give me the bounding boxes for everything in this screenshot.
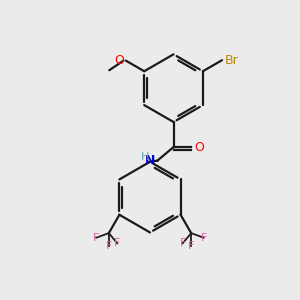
- Text: F: F: [188, 242, 194, 251]
- Text: F: F: [93, 233, 100, 243]
- Text: H: H: [141, 152, 150, 162]
- Text: O: O: [194, 141, 204, 154]
- Text: N: N: [145, 154, 155, 167]
- Text: F: F: [114, 238, 121, 248]
- Text: O: O: [114, 54, 124, 67]
- Text: Br: Br: [224, 54, 238, 67]
- Text: F: F: [200, 233, 207, 243]
- Text: F: F: [106, 242, 112, 251]
- Text: F: F: [179, 238, 186, 248]
